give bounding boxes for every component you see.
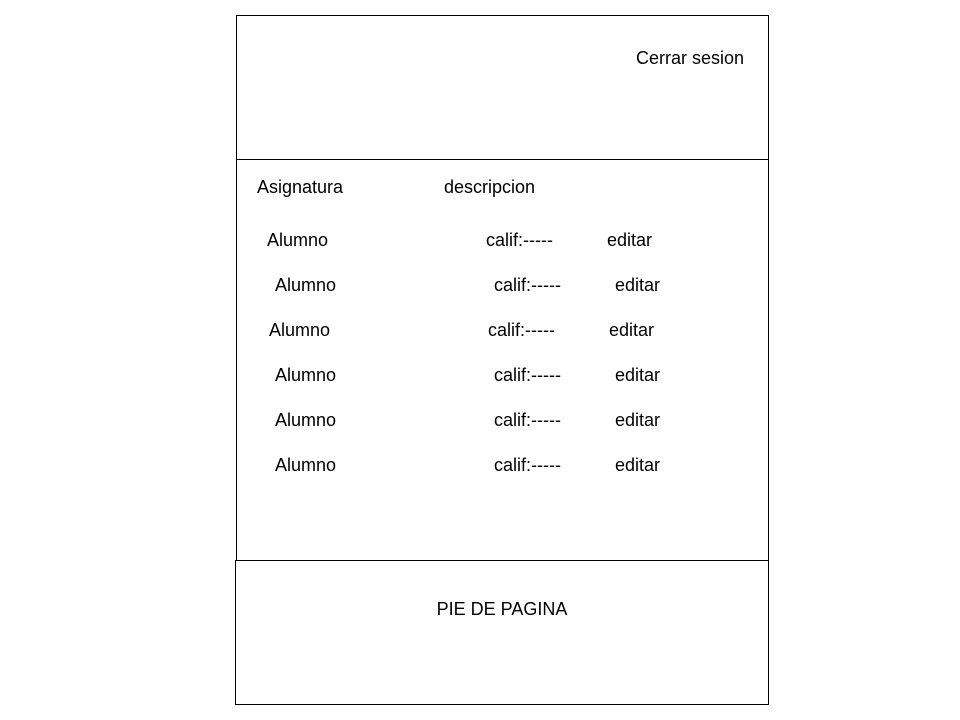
student-row: Alumno calif:----- editar: [237, 410, 768, 434]
student-grade: calif:-----: [494, 275, 561, 295]
student-row: Alumno calif:----- editar: [237, 455, 768, 479]
edit-link[interactable]: editar: [607, 230, 653, 250]
edit-link[interactable]: editar: [615, 410, 661, 430]
main-content: Asignatura descripcion Alumno calif:----…: [236, 159, 769, 562]
header: Cerrar sesion: [236, 15, 769, 161]
student-grade: calif:-----: [488, 320, 555, 340]
logout-link[interactable]: Cerrar sesion: [635, 48, 744, 68]
student-grade: calif:-----: [486, 230, 553, 250]
student-name: Alumno: [275, 365, 337, 385]
student-name: Alumno: [275, 275, 337, 295]
student-row: Alumno calif:----- editar: [237, 275, 768, 299]
student-row: Alumno calif:----- editar: [237, 365, 768, 389]
student-grade: calif:-----: [494, 365, 561, 385]
edit-link[interactable]: editar: [609, 320, 655, 340]
student-grade: calif:-----: [494, 455, 561, 475]
column-header-description: descripcion: [444, 177, 536, 197]
footer: PIE DE PAGINA: [235, 560, 769, 705]
edit-link[interactable]: editar: [615, 365, 661, 385]
student-name: Alumno: [275, 455, 337, 475]
edit-link[interactable]: editar: [615, 275, 661, 295]
student-row: Alumno calif:----- editar: [237, 230, 768, 254]
student-name: Alumno: [267, 230, 329, 250]
footer-text: PIE DE PAGINA: [436, 599, 568, 619]
student-name: Alumno: [269, 320, 331, 340]
student-grade: calif:-----: [494, 410, 561, 430]
student-row: Alumno calif:----- editar: [237, 320, 768, 344]
student-name: Alumno: [275, 410, 337, 430]
edit-link[interactable]: editar: [615, 455, 661, 475]
column-header-subject: Asignatura: [257, 177, 344, 197]
